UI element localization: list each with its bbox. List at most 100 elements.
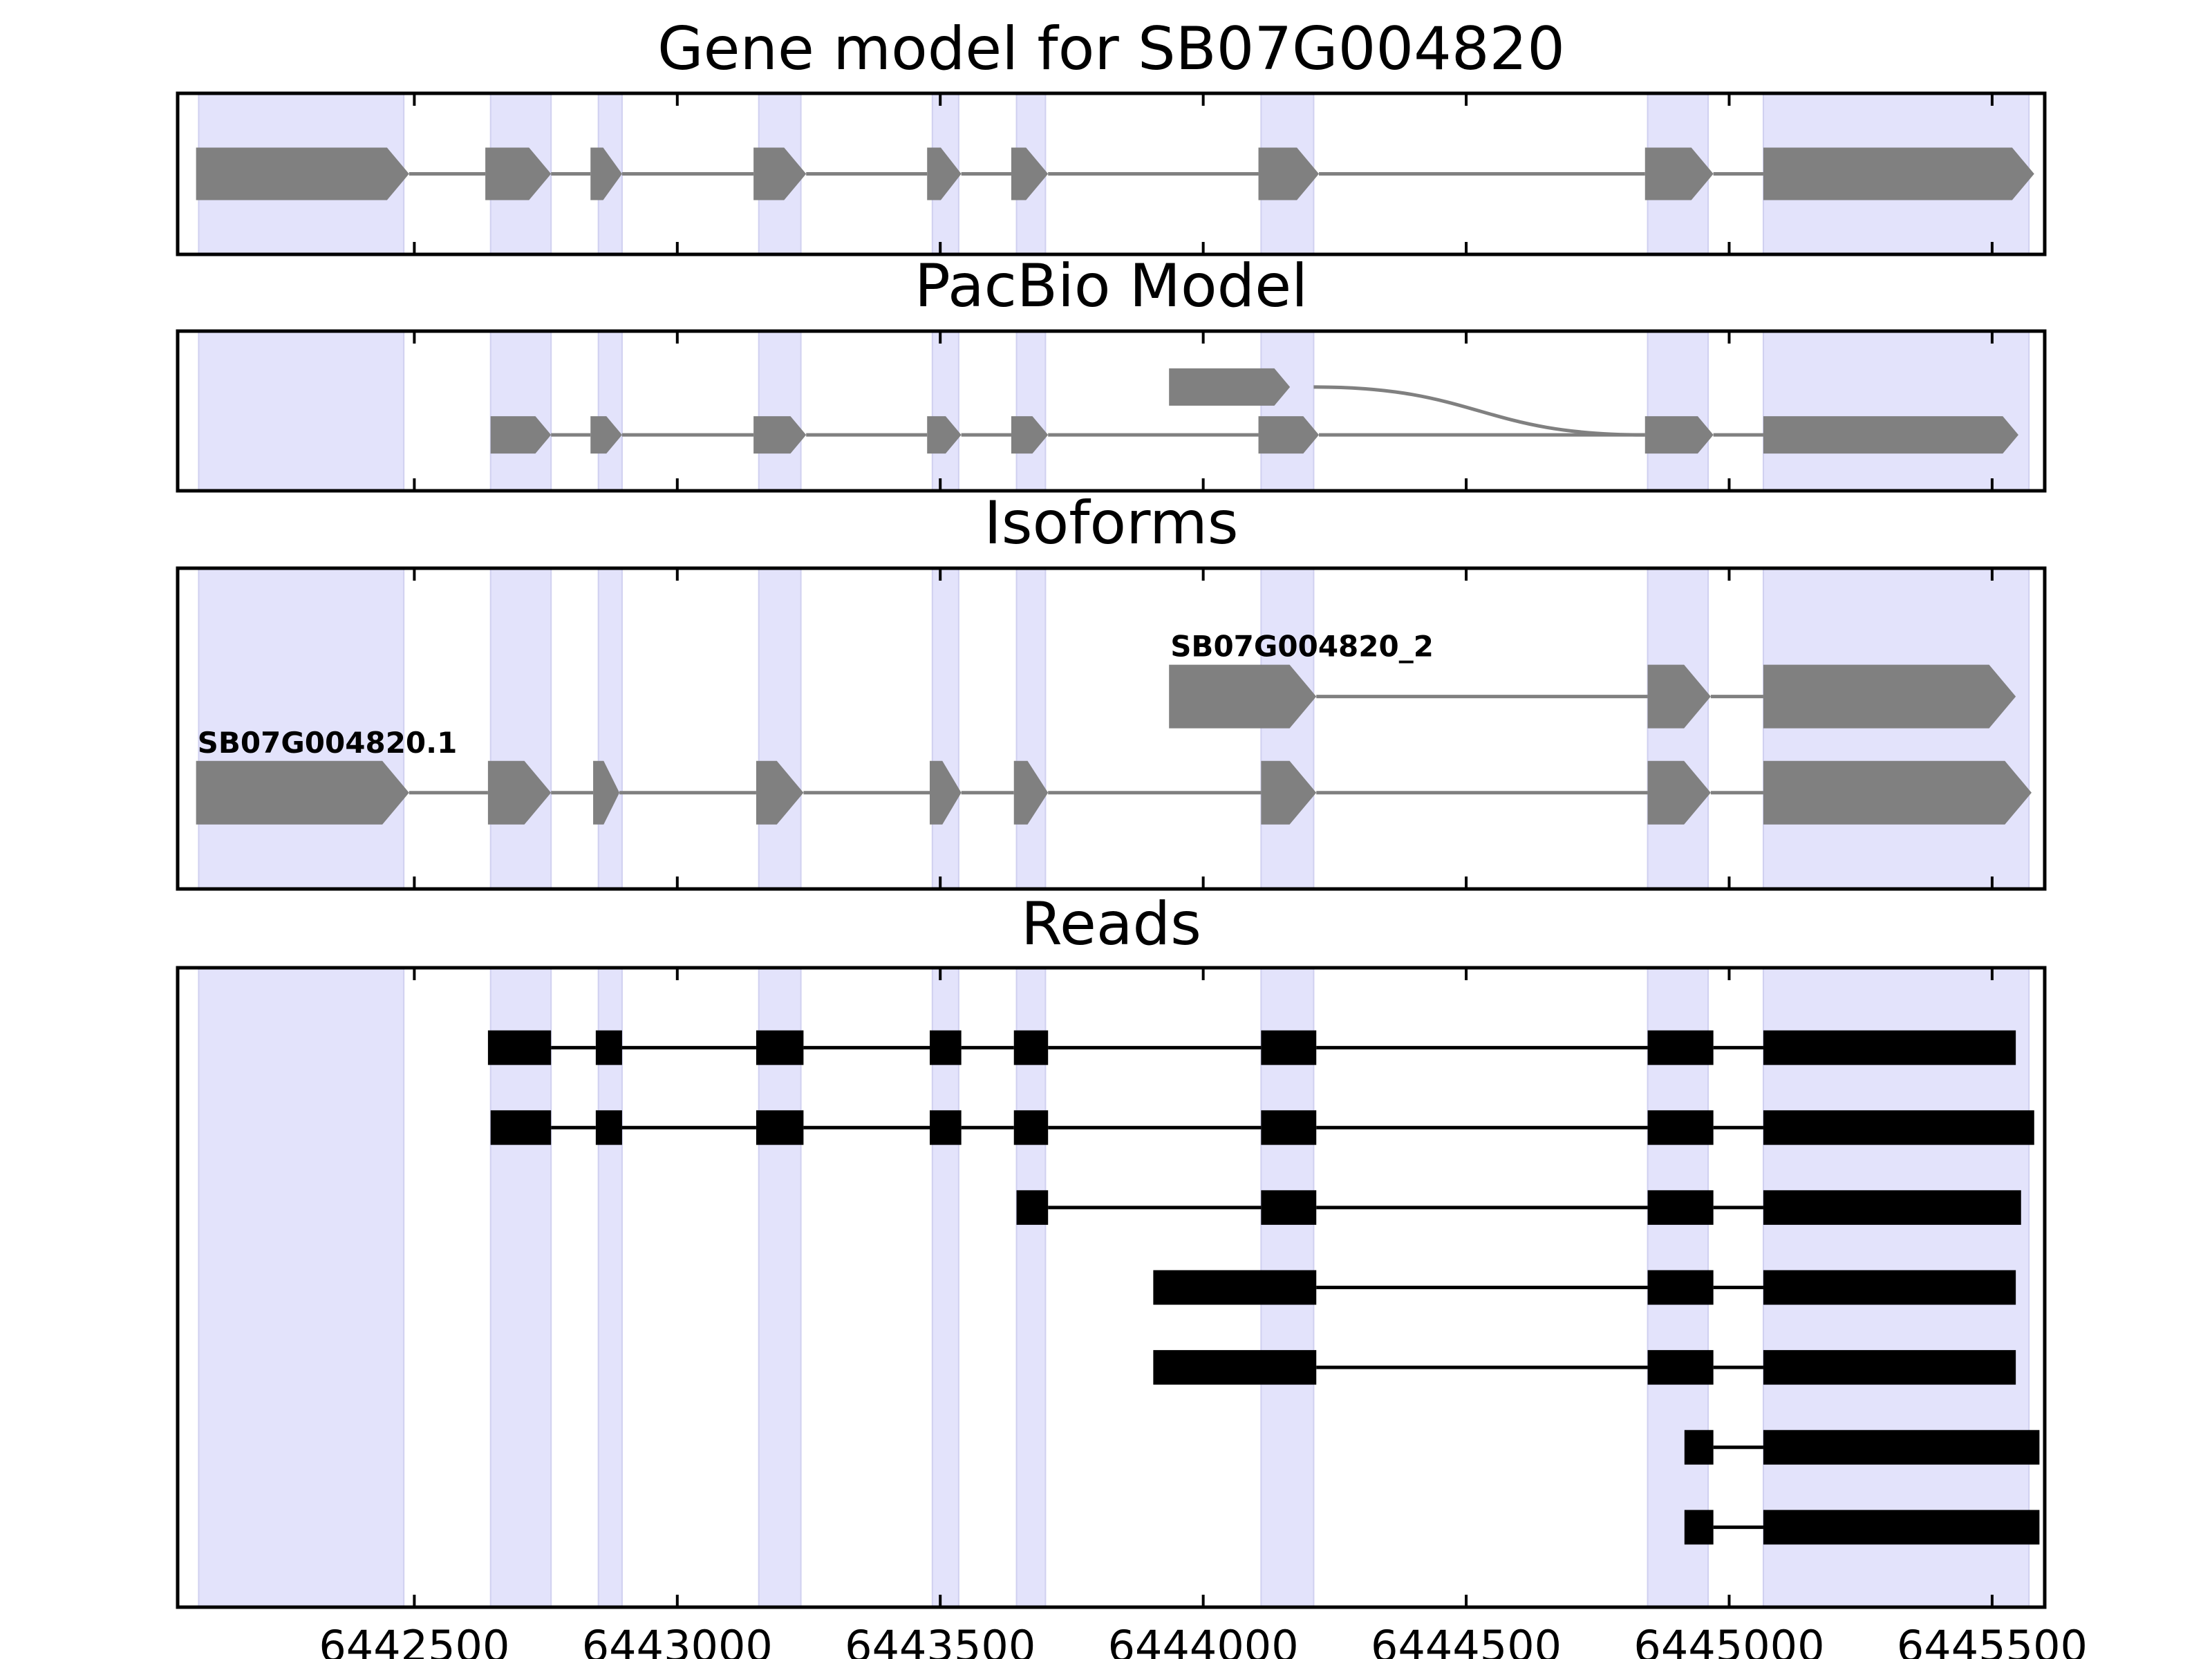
exon-shade-band [758,967,802,1608]
exon-arrow [753,147,807,200]
read-block [1016,1190,1049,1225]
transcript-track [196,147,2034,200]
x-tick-label: 6442500 [319,1621,509,1659]
panel-frame [176,329,2047,493]
read-block [1763,1510,2040,1545]
read-block [1153,1270,1317,1305]
panel-frame [176,966,2047,1609]
exon-arrow [1763,760,2032,825]
exon-arrow [590,147,622,200]
exon-shade-band [489,330,552,491]
exon-arrow [756,760,804,825]
panel-2: PacBio Model [176,252,2047,493]
exon-arrow [1261,760,1317,825]
exon-arrow [927,147,962,200]
read-block [1261,1030,1317,1065]
x-tick-label: 6445000 [1633,1621,1824,1659]
read-block [756,1110,804,1145]
read-block [490,1110,552,1145]
exon-shade-band [1260,568,1315,890]
exon-shade-band [1762,568,2030,890]
exon-arrow [1011,147,1049,200]
transcript-track [1169,368,1291,406]
exon-shade-band [931,967,959,1608]
exon-arrow [1258,416,1320,454]
panel-frame [176,91,2047,256]
exon-shade-band [597,330,623,491]
exon-shade-band [1260,330,1315,491]
exon-shade-band [1647,330,1709,491]
exon-arrow [1013,760,1049,825]
read-block [1647,1030,1714,1065]
panel-3: Isoforms SB07G004820_2 SB07G004820.1 [176,489,2047,891]
transcript-track [490,416,2018,454]
read-block [756,1030,804,1065]
exon-arrow [1169,368,1291,406]
exon-shade-band [1762,330,2030,491]
read-block [1763,1030,2016,1065]
read-block [930,1030,962,1065]
transcript-track: SB07G004820.1 [196,726,2032,825]
exon-arrow [196,147,409,200]
exon-arrow [753,416,807,454]
x-tick-label: 6444500 [1371,1621,1562,1659]
exon-shade-band [931,330,959,491]
read-block [1684,1510,1714,1545]
panel-title: Gene model for SB07G004820 [657,15,1565,84]
read-block [1763,1270,2016,1305]
exon-shade-band [758,330,802,491]
read-block [930,1110,962,1145]
read-block [595,1110,622,1145]
read-track [487,1030,2016,1065]
exon-arrow [196,760,409,825]
exon-arrow [1647,760,1711,825]
read-block [1684,1430,1714,1465]
exon-arrow [930,760,962,825]
exon-arrow [593,760,620,825]
exon-arrow [1644,416,1714,454]
panel-1: Gene model for SB07G004820 [176,15,2047,256]
x-tick-label: 6443000 [582,1621,773,1659]
panel-title: Reads [1021,890,1201,959]
exon-shade-band [198,967,405,1608]
read-track [1684,1510,2040,1545]
exon-shade-band [597,568,623,890]
exon-arrow [590,416,622,454]
x-tick-label: 6444000 [1108,1621,1299,1659]
splice-junction-curve [1313,385,1645,437]
read-track [1153,1350,2016,1385]
exon-arrow [487,760,552,825]
read-track [490,1110,2034,1145]
exon-arrow [1763,416,2018,454]
read-track [1016,1190,2021,1225]
read-block [1647,1190,1714,1225]
read-track [1684,1430,2040,1465]
read-block [595,1030,622,1065]
read-track [1153,1270,2016,1305]
read-block [1647,1110,1714,1145]
read-block [1013,1030,1049,1065]
exon-shade-band [758,568,802,890]
panel-title: Isoforms [984,489,1238,558]
read-block [1763,1110,2034,1145]
isoform-label: SB07G004820.1 [198,726,458,760]
exon-shade-band [198,330,405,491]
read-block [1763,1190,2021,1225]
exon-shade-band [1015,568,1047,890]
read-block [487,1030,552,1065]
read-block [1261,1110,1317,1145]
exon-shade-band [1647,568,1709,890]
exon-arrow [1644,147,1714,200]
transcript-track: SB07G004820_2 [1169,630,2016,729]
read-block [1763,1350,2016,1385]
exon-arrow [1011,416,1049,454]
read-block [1013,1110,1049,1145]
exon-arrow [1647,664,1711,729]
exon-shade-band [1015,330,1047,491]
exon-arrow [490,416,552,454]
read-block [1261,1190,1317,1225]
exon-shade-band [489,568,552,890]
exon-arrow [1258,147,1320,200]
read-block [1647,1350,1714,1385]
